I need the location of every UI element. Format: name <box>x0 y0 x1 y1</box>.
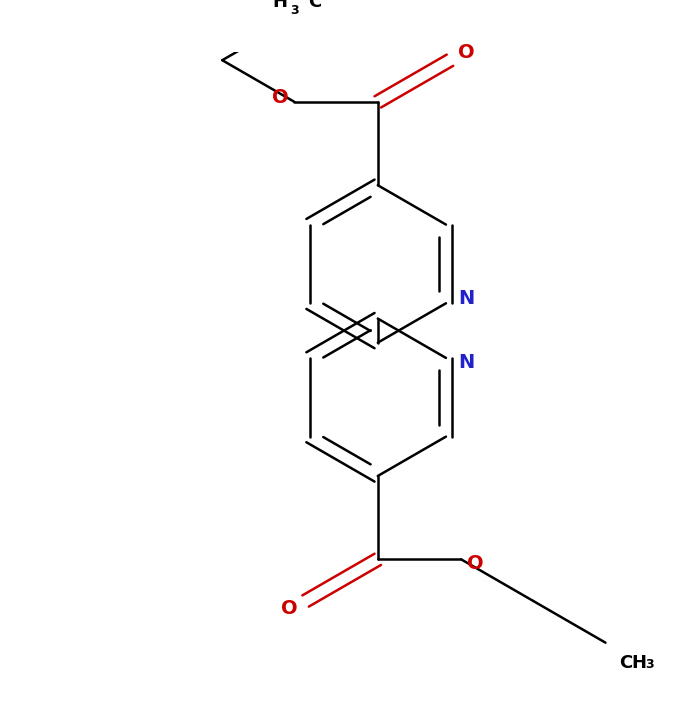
Text: O: O <box>458 43 475 62</box>
Text: N: N <box>458 353 475 372</box>
Text: O: O <box>467 554 483 573</box>
Text: C: C <box>620 654 633 672</box>
Text: H: H <box>272 0 287 11</box>
Text: O: O <box>272 88 289 107</box>
Text: H: H <box>631 654 646 672</box>
Text: O: O <box>281 599 297 618</box>
Text: 3: 3 <box>645 658 654 672</box>
Text: 3: 3 <box>290 4 298 17</box>
Text: N: N <box>458 289 475 308</box>
Text: C: C <box>308 0 321 11</box>
